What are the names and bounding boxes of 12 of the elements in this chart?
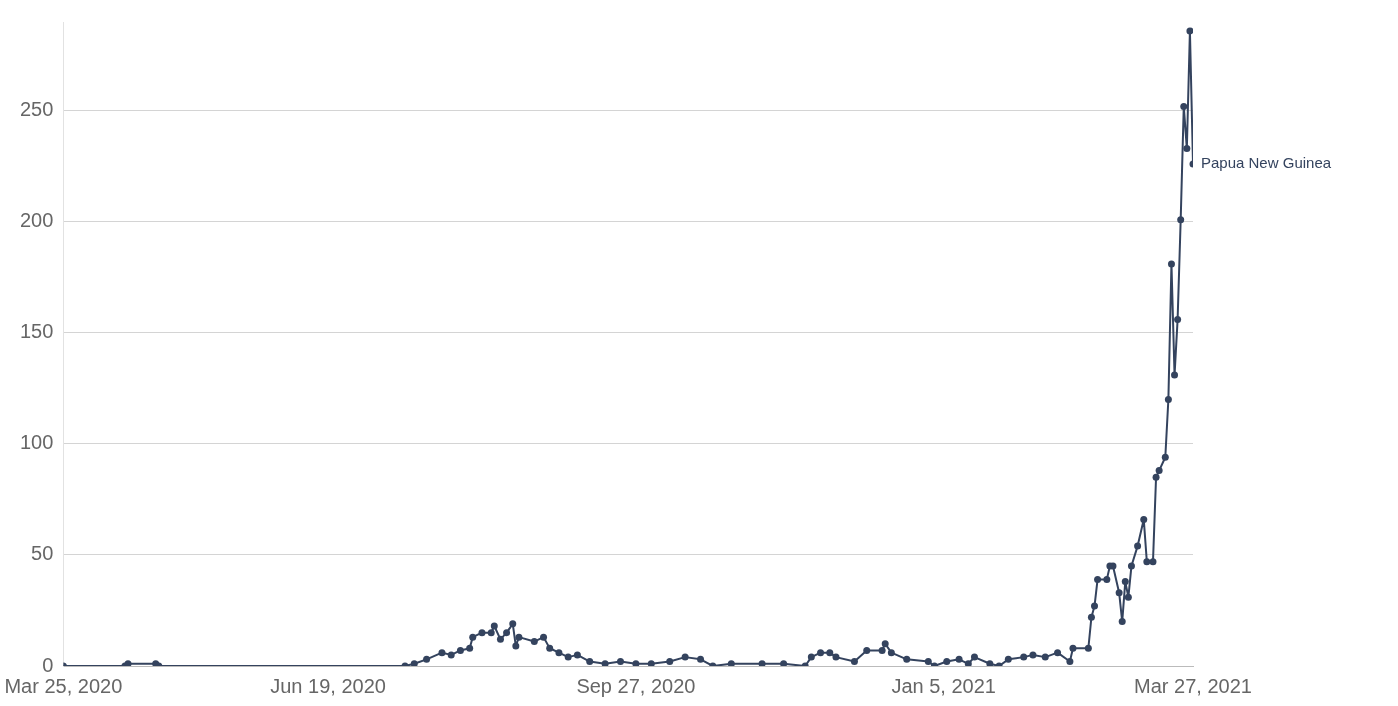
y-tick-label: 100 <box>19 431 54 454</box>
x-tick-label: Jun 19, 2020 <box>270 674 386 697</box>
x-tick-label: Mar 27, 2021 <box>1134 674 1252 697</box>
y-tick-label: 0 <box>42 653 54 676</box>
y-tick-label: 250 <box>19 98 54 121</box>
x-tick-label: Sep 27, 2020 <box>576 674 696 697</box>
y-tick-label: 50 <box>31 542 54 565</box>
series-label: Papua New Guinea <box>1201 154 1332 172</box>
x-tick-label: Jan 5, 2021 <box>891 674 996 697</box>
y-tick-label: 200 <box>19 209 54 232</box>
x-tick-label: Mar 25, 2020 <box>4 674 123 697</box>
y-tick-label: 150 <box>19 320 54 343</box>
